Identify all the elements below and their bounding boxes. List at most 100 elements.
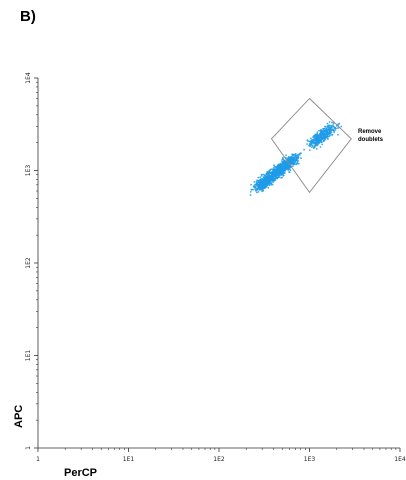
y-tick-label: 1E1 [25,350,32,362]
event-point [309,143,312,146]
event-point [249,194,252,197]
event-point [280,173,283,176]
event-point [300,152,302,155]
event-point [266,184,269,187]
event-point [313,135,316,138]
event-point [263,176,266,179]
y-tick-label: 1 [25,446,32,450]
event-point [263,184,266,187]
event-point [253,181,256,183]
y-tick-label: 1E2 [25,257,32,269]
event-point [263,187,266,190]
scatter-points [249,121,343,197]
event-point [259,187,262,189]
event-point [255,191,258,194]
event-point [318,129,320,132]
event-point [325,128,328,131]
event-point [323,135,326,137]
event-point [306,143,308,145]
event-point [321,130,324,132]
event-point [320,129,323,131]
event-point [326,122,329,125]
y-axis-title: APC [13,405,25,428]
event-point [294,160,296,163]
event-point [274,168,277,171]
event-point [288,160,290,163]
event-point [257,180,260,182]
event-point [324,125,326,128]
event-point [268,183,271,186]
event-point [292,156,294,159]
gate-layer: Remove doublets [270,97,384,194]
event-point [281,164,283,167]
event-point [324,130,326,133]
event-point [313,139,315,142]
event-point [273,164,275,167]
event-point [273,169,276,172]
event-point [272,167,275,169]
x-axis-title: PerCP [64,467,97,479]
event-point [332,124,334,126]
event-point [317,143,319,146]
event-point [298,153,301,156]
event-point [329,124,332,127]
event-point [315,144,317,147]
event-point [285,161,288,164]
event-point [267,177,270,180]
doublet-gate [270,97,352,194]
x-tick-label: 1E3 [304,456,316,463]
event-point [267,179,269,181]
event-point [269,175,271,178]
event-point [338,122,341,125]
event-point [333,131,336,134]
event-point [319,146,322,148]
event-point [288,166,291,168]
x-tick-label: 1E4 [394,456,406,463]
event-point [283,160,286,162]
event-point [317,139,319,142]
event-point [318,138,321,141]
event-point [265,173,268,176]
event-point [268,172,271,175]
event-point [263,183,265,185]
event-point [326,125,329,128]
event-point [257,191,260,193]
event-point [266,181,268,184]
event-point [294,155,297,158]
event-point [269,178,272,181]
event-point [288,171,290,173]
event-point [295,158,298,161]
event-point [313,137,316,140]
event-point [334,127,337,130]
event-point [322,136,325,139]
event-point [326,133,329,136]
event-point [269,182,271,184]
event-point [309,145,311,148]
event-point [300,157,302,160]
axes: 1 1E1 1E2 1E3 1E4 1 1E1 1E2 1E3 1E4 [25,72,406,463]
event-point [292,154,295,157]
event-point [276,177,279,180]
event-point [288,159,290,162]
event-point [279,170,282,173]
event-point [310,140,312,143]
event-point [262,173,265,176]
event-point [332,129,335,132]
event-point [333,125,335,128]
event-point [331,133,334,136]
event-point [272,178,274,181]
event-point [276,166,278,169]
event-point [297,162,300,165]
event-point [263,179,266,182]
event-point [279,167,282,170]
y-tick-label: 1E3 [25,165,32,177]
event-point [291,165,294,168]
event-point [307,140,310,143]
event-point [319,130,322,133]
event-point [271,174,274,177]
event-point [281,162,284,164]
event-point [330,126,332,129]
event-point [249,191,252,193]
event-point [294,153,297,155]
